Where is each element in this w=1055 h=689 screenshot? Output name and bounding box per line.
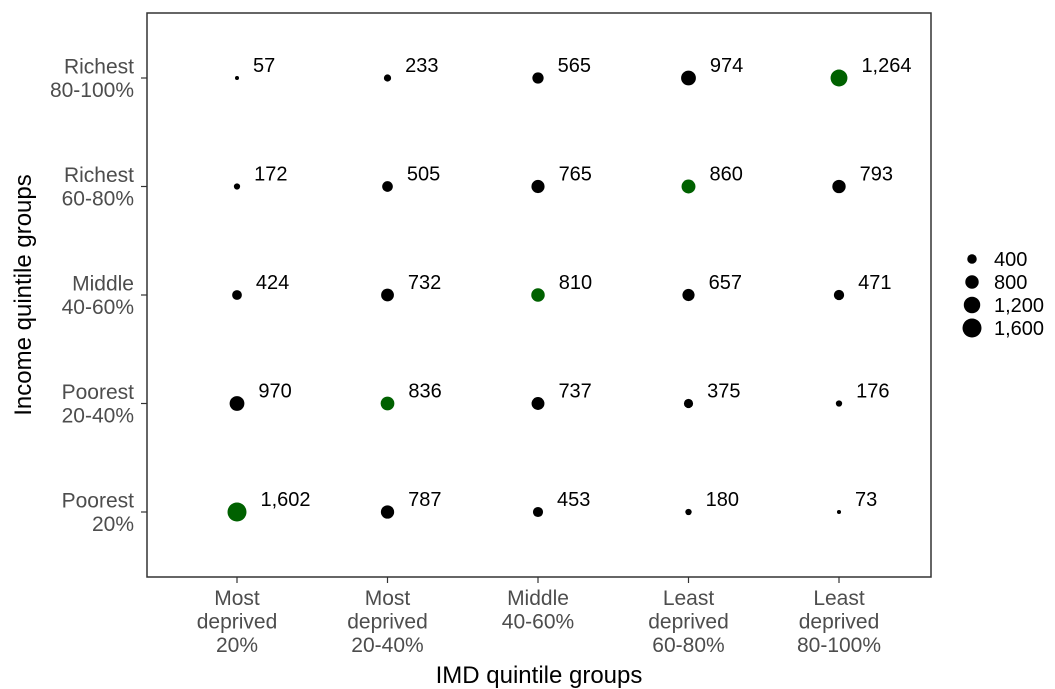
data-point [681,179,696,194]
data-label: 810 [559,272,592,294]
data-label: 180 [706,489,739,511]
data-label: 57 [253,55,275,77]
data-point [382,181,393,192]
data-label: 732 [408,272,441,294]
data-point [830,69,848,87]
data-point [227,502,247,522]
data-point [532,506,544,518]
data-point [233,183,241,190]
legend-label: 800 [994,272,1027,294]
data-point [235,76,239,80]
data-point [380,396,395,411]
data-label: 424 [256,272,289,294]
legend-label: 400 [994,249,1027,271]
data-point [682,288,695,302]
data-point [832,179,846,194]
data-point [833,289,845,301]
legend-label: 1,600 [994,318,1044,340]
data-point [531,397,545,410]
data-point [531,179,545,194]
data-label: 1,602 [261,489,311,511]
data-point [683,398,694,409]
data-label: 375 [707,381,740,403]
data-label: 233 [405,55,438,77]
data-label: 970 [258,381,291,403]
x-tick-label: Most deprived 20-40% [347,587,428,657]
y-tick-label: Richest 60-80% [62,164,135,211]
y-axis-title: Income quintile groups [10,174,37,415]
data-label: 1,264 [861,55,911,77]
data-point [229,396,245,411]
x-tick-label: Least deprived 80-100% [797,587,881,657]
x-axis-title: IMD quintile groups [436,662,643,689]
legend-key [963,296,981,314]
data-label: 176 [856,381,889,403]
data-label: 836 [408,381,441,403]
y-tick-label: Poorest 20% [62,490,135,537]
x-tick-label: Most deprived 20% [197,587,278,657]
data-label: 73 [855,489,877,511]
data-label: 172 [254,164,287,186]
legend-key [965,275,979,289]
x-axis-ticks: Most deprived 20% Most deprived 20-40% Middle 4… [197,577,881,657]
data-point [835,400,843,407]
data-label: 974 [710,55,743,77]
legend-label: 1,200 [994,295,1044,317]
legend-key [967,254,977,264]
data-point [232,290,242,300]
data-label: 765 [559,164,592,186]
legend-key [962,318,982,338]
data-point [531,288,545,302]
data-label: 787 [408,489,441,511]
data-label: 657 [709,272,742,294]
data-point [381,288,394,302]
y-axis-ticks: Poorest 20% Poorest 20-40% Middle 40-60% Riche… [50,56,147,537]
x-tick-label: Middle 40-60% [502,587,574,634]
data-label: 453 [557,489,590,511]
data-point [685,508,692,516]
x-tick-label: Least deprived 60-80% [648,587,729,657]
data-point [380,505,395,519]
y-tick-label: Richest 80-100% [50,56,134,103]
data-label: 505 [407,164,440,186]
data-label: 737 [558,381,591,403]
data-label: 860 [709,164,742,186]
data-point [532,72,544,84]
data-points [227,69,848,522]
data-label: 471 [858,272,891,294]
data-labels: 57 233 565 974 1,264 172 505 765 860 793 424 732 810… [253,55,912,511]
data-point [681,70,696,86]
data-point [836,509,842,515]
y-tick-label: Middle 40-60% [62,273,134,320]
data-label: 565 [558,55,591,77]
data-label: 793 [860,164,893,186]
data-point [383,74,392,82]
y-tick-label: Poorest 20-40% [62,381,135,428]
